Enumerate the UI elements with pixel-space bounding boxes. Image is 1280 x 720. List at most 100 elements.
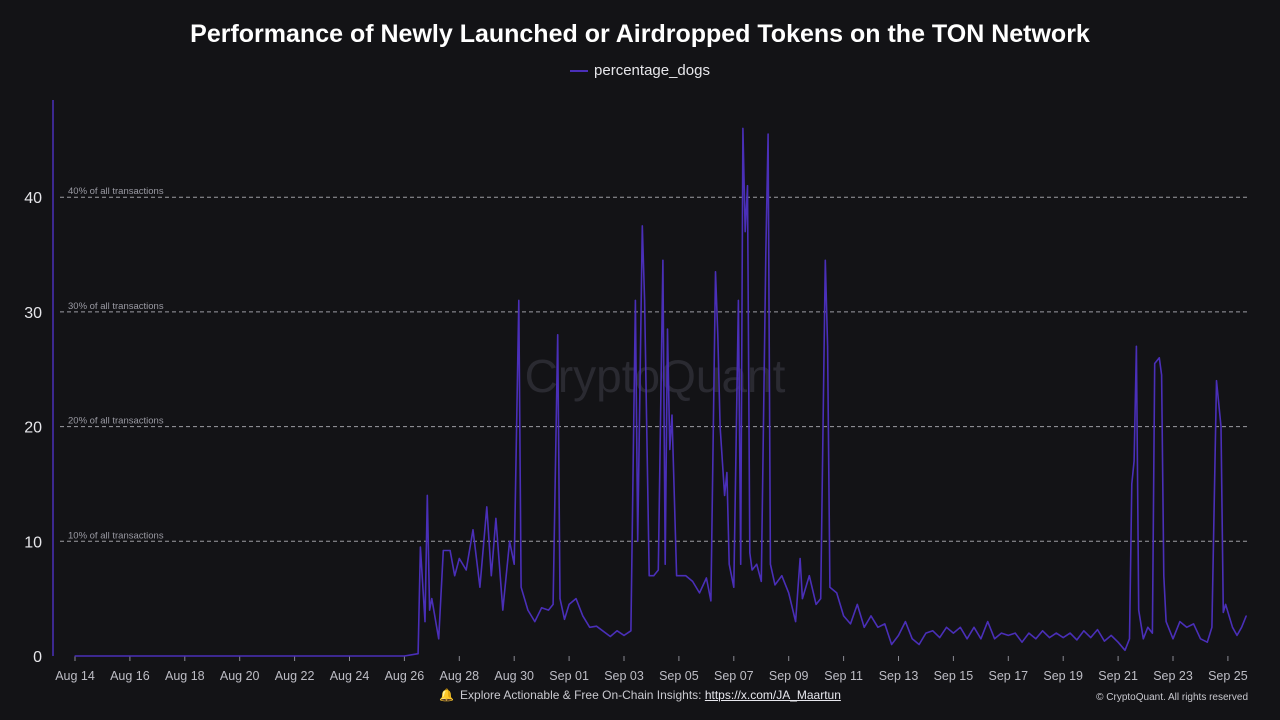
- data-point: [749, 552, 751, 554]
- x-tick-label: Aug 20: [220, 669, 260, 683]
- x-tick-label: Sep 25: [1208, 669, 1248, 683]
- data-point: [547, 609, 550, 611]
- data-point: [918, 643, 920, 646]
- data-point: [1096, 629, 1099, 631]
- data-point: [502, 609, 504, 611]
- chart-legend[interactable]: percentage_dogs: [0, 62, 1280, 79]
- x-tick-label: Aug 22: [275, 669, 315, 683]
- data-point: [767, 133, 769, 135]
- x-tick-label: Sep 03: [604, 669, 644, 683]
- x-tick-label: Sep 07: [714, 669, 754, 683]
- data-point: [490, 575, 492, 577]
- data-point: [1083, 630, 1085, 632]
- data-point: [1103, 640, 1105, 642]
- x-tick-label: Sep 09: [769, 669, 809, 683]
- data-point: [959, 626, 961, 628]
- data-point: [616, 630, 618, 632]
- data-point: [595, 625, 598, 627]
- data-point: [795, 621, 797, 623]
- data-point: [676, 575, 678, 577]
- data-point: [1186, 626, 1188, 628]
- data-point: [623, 634, 625, 637]
- data-point: [769, 563, 772, 565]
- data-point: [760, 580, 762, 583]
- data-point: [870, 615, 872, 617]
- data-point: [1163, 575, 1165, 577]
- data-point: [932, 630, 934, 632]
- data-point: [724, 494, 726, 496]
- data-point: [1179, 621, 1181, 623]
- x-tick-label: Aug 26: [385, 669, 425, 683]
- data-point: [980, 638, 982, 640]
- data-point: [509, 540, 511, 542]
- data-point: [719, 426, 721, 428]
- data-point: [726, 471, 728, 474]
- x-tick-label: Aug 30: [494, 669, 534, 683]
- data-point: [733, 586, 735, 588]
- data-point: [648, 575, 650, 577]
- data-point: [472, 529, 474, 531]
- data-point: [557, 334, 559, 336]
- data-point: [1211, 626, 1213, 628]
- data-point: [1035, 638, 1037, 640]
- x-tick-label: Sep 11: [824, 669, 863, 683]
- data-point: [563, 618, 566, 620]
- x-tick-label: Aug 14: [55, 669, 95, 683]
- data-point: [751, 569, 753, 571]
- data-point: [449, 549, 451, 552]
- data-point: [1147, 626, 1149, 628]
- data-point: [1090, 637, 1092, 639]
- data-point: [417, 653, 419, 655]
- footer: 🔔 Explore Actionable & Free On-Chain Insi…: [0, 688, 1280, 702]
- data-point: [1131, 483, 1133, 485]
- data-point: [1241, 626, 1243, 628]
- x-tick-label: Aug 16: [110, 669, 150, 683]
- data-point: [884, 623, 886, 625]
- data-point: [925, 632, 927, 634]
- data-point: [520, 586, 522, 588]
- chart-title: Performance of Newly Launched or Airdrop…: [190, 20, 1090, 48]
- data-point: [582, 615, 584, 617]
- data-point: [911, 638, 913, 640]
- data-point: [863, 626, 865, 628]
- x-tick-label: Sep 13: [879, 669, 919, 683]
- bell-icon: 🔔: [439, 688, 455, 702]
- data-point: [685, 575, 687, 577]
- data-point: [419, 546, 421, 548]
- data-point: [1076, 639, 1078, 641]
- x-tick-label: Sep 21: [1098, 669, 1138, 683]
- data-point: [559, 598, 561, 600]
- data-point: [1142, 638, 1144, 640]
- data-point: [424, 621, 426, 623]
- data-point: [486, 506, 488, 508]
- data-point: [634, 299, 637, 301]
- data-point: [952, 632, 955, 634]
- data-point: [1028, 632, 1030, 634]
- data-point: [856, 603, 858, 606]
- data-point: [815, 603, 817, 606]
- x-tick-label: Sep 19: [1043, 669, 1083, 683]
- data-point: [746, 185, 749, 187]
- data-point: [1014, 632, 1016, 634]
- data-point: [74, 655, 76, 657]
- data-point: [843, 615, 845, 617]
- data-point: [637, 540, 639, 542]
- x-tick-label: Sep 17: [988, 669, 1028, 683]
- data-point: [1220, 426, 1222, 428]
- data-point: [1222, 611, 1224, 614]
- data-point: [1000, 632, 1003, 634]
- data-point: [653, 575, 655, 577]
- data-point: [966, 638, 968, 640]
- data-point: [801, 598, 804, 600]
- data-point: [575, 598, 577, 600]
- footer-link[interactable]: https://x.com/JA_Maartun: [704, 688, 841, 702]
- data-point: [1055, 632, 1057, 634]
- data-point: [641, 225, 643, 227]
- data-point: [891, 643, 893, 646]
- data-point: [1245, 615, 1247, 617]
- copyright: © CryptoQuant. All rights reserved: [1096, 692, 1248, 703]
- data-point: [1048, 637, 1051, 639]
- x-tick-label: Aug 28: [439, 669, 479, 683]
- data-point: [827, 345, 829, 347]
